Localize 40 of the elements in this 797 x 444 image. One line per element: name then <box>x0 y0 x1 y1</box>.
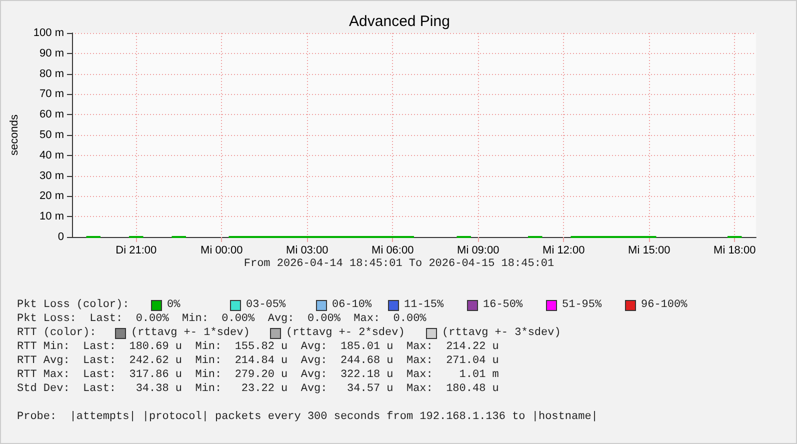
text: Std Dev: Last: 34.38 u Min: 23.22 u Avg: 34.57 u Max: 180.48 u <box>17 383 499 395</box>
y-tick-label: 50 m <box>40 129 64 141</box>
x-tick-label: Mi 03:00 <box>286 244 328 256</box>
text: (rttavg +- 2*sdev) <box>286 327 405 339</box>
text: RTT Avg: Last: 242.62 u Min: 214.84 u Avg: 244.68 u Max: 271.04 u <box>17 355 499 367</box>
y-axis-title: seconds <box>8 114 20 156</box>
y-tick-label: 100 m <box>33 27 64 39</box>
text: RTT (color): <box>17 327 96 339</box>
y-tick-label: 10 m <box>40 210 64 223</box>
text: 96-100% <box>641 299 688 311</box>
x-tick-label: Mi 00:00 <box>200 244 243 256</box>
text: Probe: |attempts| |protocol| packets every 300 seconds from 192.168.1.136 to |hostname| <box>17 411 598 423</box>
text: 51-95% <box>562 299 602 311</box>
y-tick-label: 80 m <box>40 68 64 80</box>
x-tick-label: Mi 09:00 <box>457 244 500 256</box>
y-tick-label: 40 m <box>40 149 64 162</box>
chart-title: Advanced Ping <box>349 13 450 30</box>
text: Pkt Loss: Last: 0.00% Min: 0.00% Avg: 0.00% Max: 0.00% <box>17 313 426 325</box>
text: RTT Max: Last: 317.86 u Min: 279.20 u Avg: 322.18 u Max: 1.01 m <box>17 369 499 381</box>
text: From 2026-04-14 18:45:01 To 2026-04-15 18:45:01 <box>244 258 554 270</box>
text: 0% <box>167 299 180 311</box>
x-tick-label: Mi 06:00 <box>372 244 414 256</box>
x-tick-label: Mi 15:00 <box>628 244 670 256</box>
text: (rttavg +- 3*sdev) <box>442 327 561 339</box>
y-tick-label: 70 m <box>40 88 64 100</box>
x-tick-label: Di 21:00 <box>116 244 157 256</box>
y-tick-label: 0 <box>58 231 64 243</box>
text: 03-05% <box>246 299 286 311</box>
text: (rttavg +- 1*sdev) <box>131 327 250 339</box>
y-tick-label: 30 m <box>40 170 64 182</box>
text: 11-15% <box>404 299 444 311</box>
y-tick-label: 20 m <box>40 190 64 202</box>
x-tick-label: Mi 18:00 <box>714 244 756 256</box>
y-tick-label: 90 m <box>40 47 64 60</box>
x-tick-label: Mi 12:00 <box>542 244 585 256</box>
text: Pkt Loss (color): <box>17 299 130 311</box>
text: RTT Min: Last: 180.69 u Min: 155.82 u Avg: 185.01 u Max: 214.22 u <box>17 341 499 353</box>
y-tick-label: 60 m <box>40 108 64 121</box>
text: 06-10% <box>332 299 372 311</box>
text: 16-50% <box>483 299 523 311</box>
